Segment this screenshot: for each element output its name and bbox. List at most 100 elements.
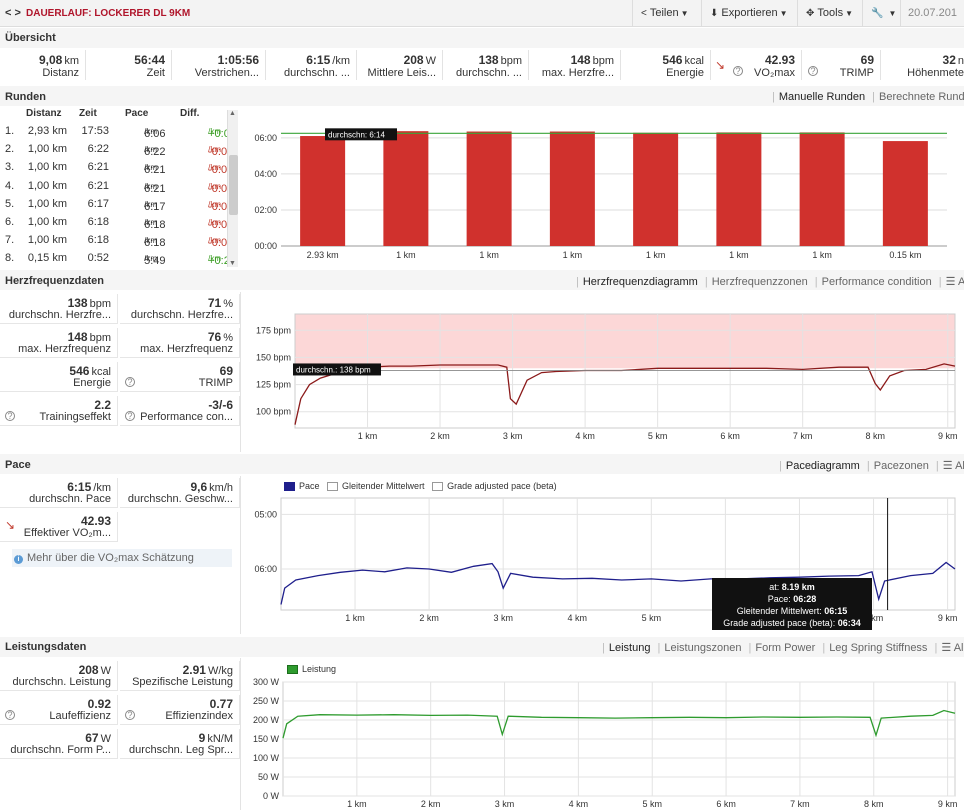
power-tabs: | Leistung | Leistungszonen | Form Power | L…: [602, 642, 964, 654]
laps-header-pace: Pace: [125, 108, 149, 119]
series-line: [282, 709, 956, 739]
scroll-down-icon[interactable]: ▼: [229, 260, 236, 267]
scrollbar-thumb[interactable]: [229, 155, 238, 215]
menu-icon: ☰: [945, 276, 956, 288]
pace-divider: [240, 476, 241, 634]
overview-stat: 148 bpm max. Herzfre...: [529, 50, 621, 80]
export-button[interactable]: ⬇ Exportieren ▼: [701, 0, 796, 27]
series-line: [280, 561, 956, 605]
tab-power-zones[interactable]: Leistungszonen: [664, 642, 742, 654]
x-tick-label: 3 km: [495, 799, 515, 808]
wrench-menu-button[interactable]: 🔧 ▼: [862, 0, 904, 27]
lap-row[interactable]: 3. 1,00 km 6:21 6:21/km -0:06/km: [5, 161, 234, 177]
lap-row[interactable]: 8. 0,15 km 0:52 5:49/km +0:26/km: [5, 252, 236, 268]
stat-value: 0.92: [87, 697, 111, 711]
help-icon[interactable]: ?: [808, 66, 818, 76]
vo2max-info-link[interactable]: i Mehr über die VO₂max Schätzung: [12, 549, 232, 567]
stat-label: Effektiver VO₂m...: [23, 527, 111, 539]
tab-manual-laps[interactable]: Manuelle Runden: [778, 91, 866, 103]
tools-button[interactable]: ✥ Tools ▼: [797, 0, 861, 27]
stat-value: 546 kcal: [69, 364, 111, 378]
menu-icon: ☰: [942, 460, 953, 472]
overview-stat: 1:05:56 Verstrichen...: [176, 50, 266, 80]
wrench-icon: 🔧: [871, 8, 884, 19]
lap-bar: [549, 131, 595, 246]
x-tick-label: 9 km: [938, 799, 958, 808]
help-icon[interactable]: ?: [125, 710, 135, 720]
help-icon[interactable]: ?: [5, 710, 15, 720]
y-tick-label: 06:00: [254, 133, 277, 143]
help-icon[interactable]: ?: [733, 66, 743, 76]
tab-form-power[interactable]: Form Power: [755, 642, 816, 654]
chevron-down-icon: ▼: [680, 9, 689, 18]
help-icon[interactable]: ?: [5, 411, 15, 421]
stat-label: Spezifische Leistung: [132, 676, 233, 688]
stat-value: 71%: [207, 296, 233, 310]
tab-all-menu[interactable]: ☰ Al: [942, 460, 964, 472]
legend-power[interactable]: Leistung: [287, 664, 336, 675]
x-tick-label: 1 km: [646, 250, 666, 260]
lap-bar: [716, 132, 762, 246]
nav-arrows[interactable]: < >: [5, 7, 21, 19]
lap-row[interactable]: 5. 1,00 km 6:17 6:17/km -0:02/km: [5, 197, 234, 213]
x-tick-label: 8 km: [864, 799, 884, 808]
stat-value: 69: [219, 364, 233, 378]
stat-cell: 6:15/km durchschn. Pace: [0, 478, 118, 508]
x-tick-label: 6 km: [720, 431, 740, 441]
tab-pace-diagram[interactable]: Pacediagramm: [785, 460, 860, 472]
trend-down-icon: ↘: [5, 518, 16, 532]
stat-label: durchschn. Herzfre...: [130, 309, 233, 321]
tab-calculated-laps[interactable]: Berechnete Runde: [879, 91, 964, 103]
tab-all-menu[interactable]: ☰ Al: [945, 276, 964, 288]
laps-header: [0, 86, 964, 106]
page-title: DAUERLAUF: LOCKERER DL 9KM: [26, 8, 191, 19]
overview-stat-value: 56:44: [134, 53, 165, 67]
x-tick-label: 5 km: [642, 799, 662, 808]
y-tick-label: 150 bpm: [256, 352, 291, 362]
laps-scrollbar[interactable]: ▲ ▼: [227, 110, 238, 267]
scroll-up-icon[interactable]: ▲: [229, 110, 236, 117]
top-bar: < > DAUERLAUF: LOCKERER DL 9KM < Teilen ▼ …: [0, 0, 964, 27]
overview-stat-value: 138 bpm: [478, 53, 522, 67]
overview-stat-value: 9,08 km: [38, 53, 79, 67]
stat-label: durchschn. Pace: [29, 493, 111, 505]
tools-icon: ✥: [806, 8, 815, 19]
help-icon[interactable]: ?: [125, 411, 135, 421]
y-tick-label: 100 W: [253, 753, 280, 763]
laps-tabs: | Manuelle Runden | Berechnete Runde: [772, 91, 964, 103]
lap-bar: [300, 136, 346, 246]
overview-stat-label: VO₂max: [754, 67, 795, 79]
overview-stat-label: Energie: [666, 67, 704, 79]
lap-row[interactable]: 7. 1,00 km 6:18 6:18/km -0:03/km: [5, 234, 234, 250]
overview-stat-value: 6:15/km: [306, 53, 350, 67]
x-tick-label: 1 km: [345, 613, 365, 623]
stat-cell: -3/-6 Performance con...?: [120, 396, 240, 426]
help-icon[interactable]: ?: [125, 377, 135, 387]
lap-row[interactable]: 2. 1,00 km 6:22 6:22/km -0:07/km: [5, 143, 234, 159]
laps-header-distance: Distanz: [26, 108, 62, 119]
y-tick-label: 175 bpm: [256, 325, 291, 335]
average-label: durchschn: 6:14: [328, 130, 385, 139]
legend-moving-average[interactable]: Gleitender Mittelwert: [327, 481, 425, 492]
tab-leg-spring-stiffness[interactable]: Leg Spring Stiffness: [829, 642, 928, 654]
stat-label: durchschn. Leistung: [12, 676, 111, 688]
overview-header: [0, 28, 964, 48]
lap-row[interactable]: 6. 1,00 km 6:18 6:18/km -0:03/km: [5, 216, 234, 231]
tab-power[interactable]: Leistung: [608, 642, 651, 654]
tab-hr-diagram[interactable]: Herzfrequenzdiagramm: [582, 276, 698, 288]
lap-row[interactable]: 1. 2,93 km 17:53 6:06/km +0:09/km: [5, 125, 236, 140]
share-button[interactable]: < Teilen ▼: [632, 0, 697, 27]
share-icon: <: [641, 8, 647, 19]
legend-grade-adjusted-pace[interactable]: Grade adjusted pace (beta): [432, 481, 557, 492]
legend-pace[interactable]: Pace: [284, 481, 320, 492]
lap-row[interactable]: 4. 1,00 km 6:21 6:21/km -0:06/km: [5, 179, 234, 195]
x-tick-label: 2.93 km: [307, 250, 339, 260]
x-tick-label: 4 km: [569, 799, 589, 808]
tab-performance-condition[interactable]: Performance condition: [821, 276, 932, 288]
average-label: durchschn.: 138 bpm: [296, 365, 371, 374]
power-line-chart: 1 km 2 km 3 km 4 km 5 km 6 km 7 km 8 km 9 km 0 W 5…: [253, 677, 958, 808]
tab-pace-zones[interactable]: Pacezonen: [873, 460, 929, 472]
power-title: Leistungsdaten: [5, 641, 87, 653]
tab-all-menu[interactable]: ☰ Al: [941, 642, 964, 654]
tab-hr-zones[interactable]: Herzfrequenzzonen: [711, 276, 808, 288]
